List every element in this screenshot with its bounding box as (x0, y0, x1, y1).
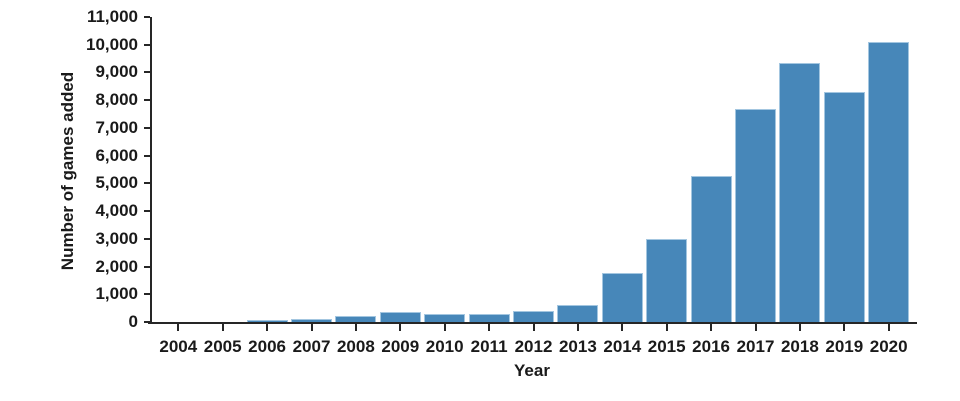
y-tick (144, 16, 150, 18)
bar-2015 (646, 238, 688, 322)
x-tick (798, 324, 801, 331)
bar-2019 (823, 91, 865, 322)
x-axis-title: Year (514, 361, 550, 380)
y-tick-label: 4,000 (95, 201, 138, 221)
x-tick (354, 324, 357, 331)
bar-2007 (291, 318, 332, 322)
x-tick-label: 2011 (470, 337, 508, 356)
x-axis-line (148, 322, 917, 324)
x-tick-label: 2009 (381, 337, 420, 356)
x-tick (532, 324, 535, 331)
y-tick-label: 10,000 (86, 34, 138, 54)
x-tick (443, 324, 446, 331)
x-tick-label: 2008 (336, 337, 375, 356)
bar-2016 (690, 176, 732, 322)
y-tick-label: 8,000 (95, 90, 138, 110)
bar-2020 (868, 41, 910, 322)
bar-2012 (513, 310, 554, 322)
y-tick (144, 321, 150, 323)
y-axis-line (150, 17, 152, 324)
bar-2013 (557, 305, 599, 322)
x-tick (754, 324, 757, 331)
x-tick (665, 324, 668, 331)
y-tick-label: 5,000 (95, 173, 138, 193)
y-tick-label: 7,000 (95, 117, 138, 137)
y-tick (144, 293, 150, 296)
x-tick-label: 2006 (248, 337, 286, 356)
y-tick-label: 1,000 (95, 284, 138, 304)
y-tick (144, 210, 150, 213)
y-tick (144, 99, 150, 102)
x-tick-label: 2014 (603, 337, 642, 356)
bar-2010 (424, 313, 466, 322)
x-tick-label: 2012 (514, 337, 553, 356)
y-tick (144, 71, 150, 74)
x-tick-label: 2007 (292, 337, 331, 356)
x-tick-label: 2010 (425, 337, 464, 356)
y-tick (144, 237, 150, 240)
x-tick (710, 324, 713, 331)
y-tick (144, 126, 150, 129)
x-tick-label: 2015 (647, 337, 686, 356)
bar-2009 (379, 311, 421, 322)
y-tick (144, 265, 150, 268)
x-tick-label: 2004 (159, 337, 198, 356)
x-tick-label: 2016 (692, 337, 730, 356)
bar-2008 (335, 316, 377, 322)
x-tick (221, 324, 224, 331)
y-tick-label: 2,000 (95, 256, 138, 276)
y-tick (144, 182, 150, 185)
x-tick (576, 324, 579, 331)
y-tick (144, 154, 150, 157)
bar-2011 (468, 313, 510, 322)
x-tick (887, 324, 890, 331)
x-tick-label: 2018 (780, 337, 819, 356)
x-tick (399, 324, 402, 331)
bar-2006 (246, 319, 288, 322)
x-tick (621, 324, 624, 331)
x-tick (177, 324, 180, 331)
x-tick (266, 324, 269, 331)
bar-2017 (735, 108, 776, 322)
y-tick-label: 3,000 (95, 228, 138, 248)
x-tick (310, 324, 313, 331)
y-tick (144, 43, 150, 46)
x-tick-label: 2020 (869, 337, 908, 356)
bar-2018 (779, 62, 821, 322)
bar-2014 (601, 273, 643, 322)
x-tick-label: 2005 (203, 337, 242, 356)
y-tick-label: 6,000 (95, 145, 138, 165)
y-tick-label: 0 (128, 312, 138, 331)
x-tick-label: 2019 (825, 337, 864, 356)
x-tick-label: 2013 (558, 337, 597, 356)
y-tick-label: 11,000 (86, 7, 138, 26)
x-tick (488, 324, 491, 331)
x-tick-label: 2017 (736, 337, 775, 356)
y-tick-label: 9,000 (95, 62, 138, 82)
x-tick (843, 324, 846, 331)
